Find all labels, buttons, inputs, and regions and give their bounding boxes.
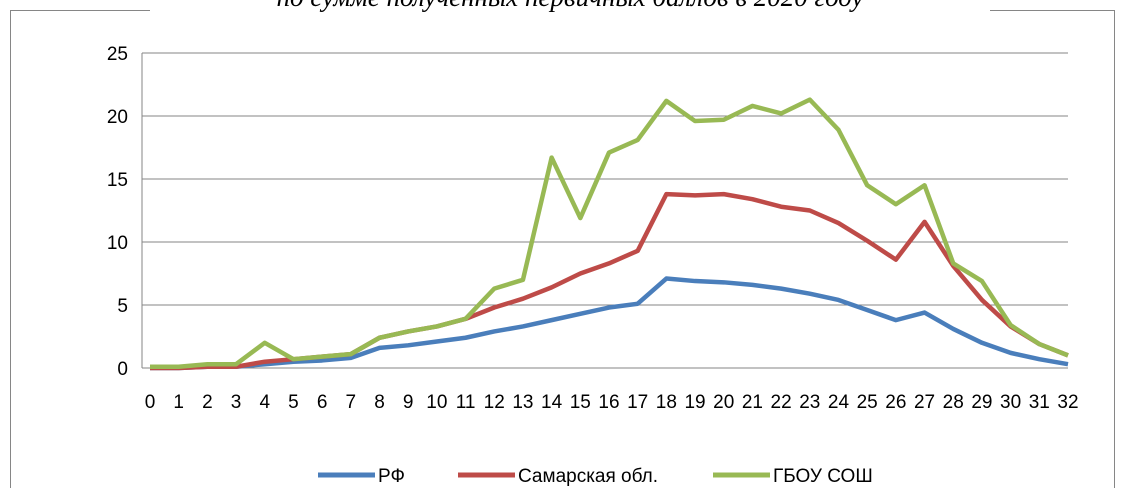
- x-tick-label: 12: [484, 392, 505, 413]
- x-tick-label: 16: [598, 392, 619, 413]
- x-tick-label: 32: [1057, 392, 1078, 413]
- x-tick-label: 19: [684, 392, 705, 413]
- x-tick-label: 1: [173, 392, 184, 413]
- series-line: [150, 191, 1069, 371]
- x-tick-label: 26: [885, 392, 906, 413]
- x-tick-label: 13: [512, 392, 533, 413]
- x-tick-label: 21: [742, 392, 763, 413]
- x-tick-label: 23: [799, 392, 820, 413]
- x-tick-label: 5: [288, 392, 299, 413]
- x-tick-label: 9: [403, 392, 414, 413]
- x-tick-label: 11: [456, 392, 476, 413]
- x-tick-label: 28: [943, 392, 964, 413]
- x-tick-label: 2: [202, 392, 213, 413]
- y-tick-label: 10: [107, 233, 128, 254]
- x-tick-label: 25: [857, 392, 878, 413]
- chart-title: по сумме полученных первичных баллов в 2…: [276, 0, 863, 12]
- x-tick-label: 8: [374, 392, 385, 413]
- x-tick-label: 7: [346, 392, 357, 413]
- legend-label: ГБОУ СОШ: [773, 466, 873, 487]
- x-tick-label: 3: [231, 392, 242, 413]
- x-tick-label: 0: [145, 392, 156, 413]
- x-tick-label: 14: [541, 392, 563, 413]
- x-tick-label: 10: [426, 392, 447, 413]
- y-tick-label: 5: [117, 296, 128, 317]
- x-tick-label: 30: [1000, 392, 1021, 413]
- x-tick-label: 31: [1029, 392, 1050, 413]
- x-tick-label: 17: [627, 392, 648, 413]
- y-tick-label: 25: [107, 44, 128, 65]
- legend-label: Самарская обл.: [518, 466, 658, 487]
- x-tick-label: 6: [317, 392, 328, 413]
- x-tick-label: 29: [971, 392, 992, 413]
- x-tick-label: 15: [570, 392, 591, 413]
- x-tick-label: 4: [259, 392, 270, 413]
- series-line: [150, 276, 1069, 371]
- series-line: [150, 97, 1069, 369]
- x-tick-label: 27: [914, 392, 935, 413]
- y-tick-label: 0: [117, 359, 128, 380]
- x-tick-label: 20: [713, 392, 734, 413]
- x-tick-label: 18: [656, 392, 677, 413]
- title-backdrop: [150, 0, 990, 12]
- x-tick-label: 24: [828, 392, 850, 413]
- x-tick-label: 22: [771, 392, 792, 413]
- y-tick-label: 20: [107, 107, 128, 128]
- legend-label: РФ: [378, 466, 405, 487]
- y-tick-label: 15: [107, 170, 128, 191]
